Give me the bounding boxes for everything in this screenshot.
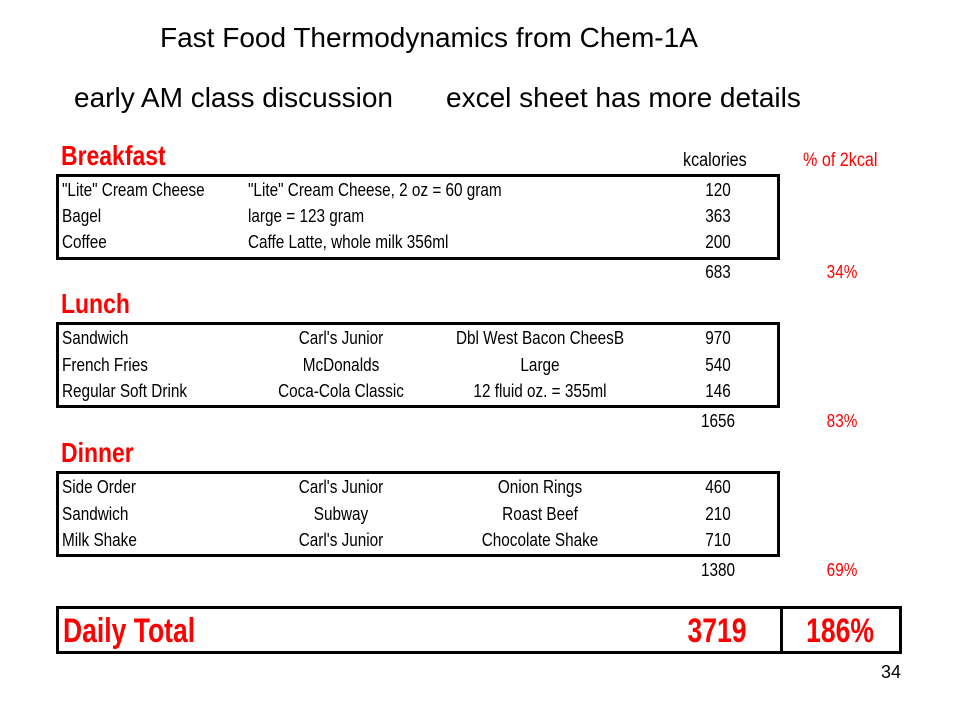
breakfast-heading: Breakfast	[61, 140, 166, 171]
lunch-row-3-vendor: Coca-Cola Classic	[278, 381, 404, 401]
lunch-percent: 83%	[826, 411, 858, 431]
lunch-heading: Lunch	[61, 288, 130, 319]
dinner-heading: Dinner	[61, 437, 134, 468]
breakfast-percent: 34%	[826, 262, 858, 282]
lunch-row-3-kcal: 146	[705, 381, 731, 401]
breakfast-row-3-item: Coffee	[62, 232, 107, 252]
breakfast-row-3-detail: Caffe Latte, whole milk 356ml	[248, 232, 449, 252]
dinner-total: 1380	[700, 560, 736, 580]
dinner-percent: 69%	[826, 560, 858, 580]
breakfast-table	[56, 174, 780, 260]
lunch-row-2-vendor: McDonalds	[302, 355, 380, 375]
lunch-row-3-item: Regular Soft Drink	[62, 381, 188, 401]
lunch-row-1-product: Dbl West Bacon CheesB	[455, 328, 625, 348]
percent-header: % of 2kcal	[803, 150, 878, 171]
lunch-table	[56, 322, 780, 408]
lunch-row-1-item: Sandwich	[62, 328, 129, 348]
dinner-row-2-item: Sandwich	[62, 504, 129, 524]
dinner-row-2-vendor: Subway	[313, 504, 369, 524]
lunch-row-3-product: 12 fluid oz. = 355ml	[473, 381, 607, 401]
breakfast-total: 683	[705, 262, 731, 282]
dinner-row-3-product: Chocolate Shake	[481, 530, 599, 550]
kcalories-header: kcalories	[683, 150, 747, 171]
daily-total-label: Daily Total	[63, 612, 196, 650]
lunch-row-2-product: Large	[520, 355, 560, 375]
lunch-row-2-item: French Fries	[62, 355, 148, 375]
lunch-row-1-kcal: 970	[705, 328, 731, 348]
dinner-row-1-kcal: 460	[705, 477, 731, 497]
breakfast-row-2-item: Bagel	[62, 206, 102, 226]
breakfast-row-1-detail: "Lite" Cream Cheese, 2 oz = 60 gram	[248, 180, 502, 200]
breakfast-row-1-item: "Lite" Cream Cheese	[62, 180, 205, 200]
dinner-row-1-product: Onion Rings	[497, 477, 583, 497]
breakfast-row-3-kcal: 200	[705, 232, 731, 252]
breakfast-row-2-detail: large = 123 gram	[248, 206, 365, 226]
slide-title: Fast Food Thermodynamics from Chem-1A	[160, 22, 698, 53]
breakfast-row-2-kcal: 363	[705, 206, 731, 226]
subtitle-right: excel sheet has more details	[446, 82, 801, 113]
dinner-row-1-item: Side Order	[62, 477, 136, 497]
lunch-row-2-kcal: 540	[705, 355, 731, 375]
daily-total-box	[56, 606, 902, 654]
lunch-total: 1656	[700, 411, 736, 431]
dinner-row-2-product: Roast Beef	[502, 504, 578, 524]
daily-total-divider	[780, 606, 783, 654]
dinner-row-3-vendor: Carl's Junior	[298, 530, 384, 550]
daily-total-kcal: 3719	[687, 612, 747, 650]
dinner-row-3-item: Milk Shake	[62, 530, 137, 550]
dinner-table	[56, 471, 780, 557]
dinner-row-1-vendor: Carl's Junior	[298, 477, 384, 497]
breakfast-row-1-kcal: 120	[705, 180, 731, 200]
page-number: 34	[881, 662, 902, 682]
subtitle-left: early AM class discussion	[74, 82, 394, 113]
lunch-row-1-vendor: Carl's Junior	[298, 328, 384, 348]
daily-total-percent: 186%	[806, 612, 874, 650]
dinner-row-3-kcal: 710	[705, 530, 731, 550]
dinner-row-2-kcal: 210	[705, 504, 731, 524]
